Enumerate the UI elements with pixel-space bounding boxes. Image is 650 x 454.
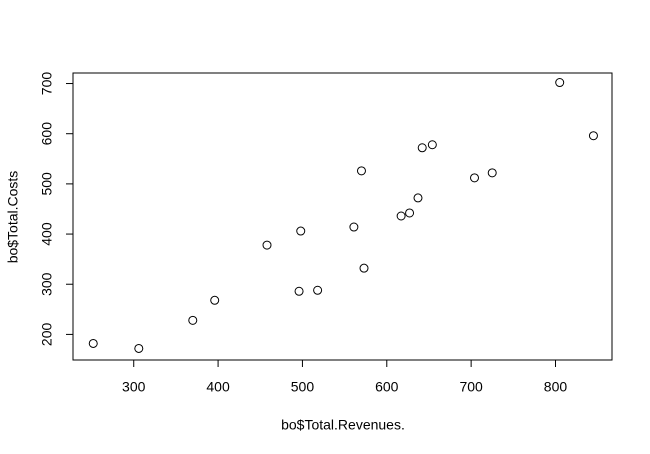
- x-tick-label: 400: [206, 379, 230, 395]
- point: [555, 78, 565, 88]
- plot-box: [72, 72, 613, 361]
- point: [313, 285, 323, 295]
- point: [134, 343, 144, 353]
- point: [188, 315, 198, 325]
- point: [88, 338, 98, 348]
- point: [405, 208, 415, 218]
- point: [296, 226, 306, 236]
- y-tick-label: 200: [39, 323, 55, 347]
- point: [588, 131, 598, 141]
- x-tick-label: 700: [459, 379, 483, 395]
- point: [487, 168, 497, 178]
- point: [356, 166, 366, 176]
- point: [413, 193, 423, 203]
- y-tick-label: 500: [39, 172, 55, 196]
- point: [427, 140, 437, 150]
- point: [396, 211, 406, 221]
- point: [294, 286, 304, 296]
- x-tick-label: 300: [122, 379, 146, 395]
- y-tick-label: 400: [39, 222, 55, 246]
- x-tick-label: 500: [291, 379, 315, 395]
- point: [262, 240, 272, 250]
- y-tick-label: 700: [39, 72, 55, 96]
- y-tick-label: 300: [39, 272, 55, 296]
- x-tick-label: 600: [375, 379, 399, 395]
- y-axis-label: bo$Total.Costs: [5, 171, 21, 264]
- y-tick-label: 600: [39, 122, 55, 146]
- point: [359, 263, 369, 273]
- point: [210, 295, 220, 305]
- point: [349, 222, 359, 232]
- x-tick-label: 800: [544, 379, 568, 395]
- point: [417, 143, 427, 153]
- point: [470, 173, 480, 183]
- x-axis-label: bo$Total.Revenues.: [281, 417, 405, 433]
